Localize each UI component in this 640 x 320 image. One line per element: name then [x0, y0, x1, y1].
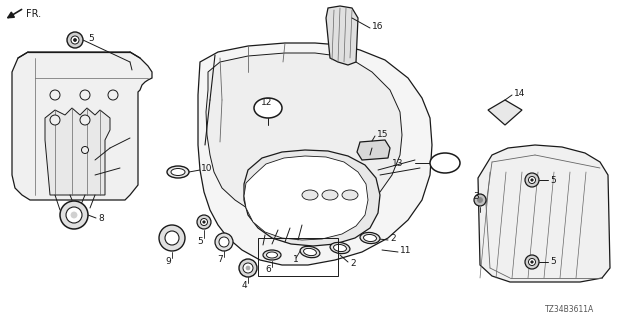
Circle shape [74, 38, 77, 42]
Text: TZ34B3611A: TZ34B3611A [545, 306, 595, 315]
Text: 5: 5 [88, 34, 93, 43]
Circle shape [243, 263, 253, 273]
Text: 13: 13 [392, 158, 403, 167]
Text: 16: 16 [372, 21, 383, 30]
Ellipse shape [322, 190, 338, 200]
Circle shape [71, 212, 77, 218]
Text: 1: 1 [293, 255, 299, 265]
Text: 2: 2 [350, 259, 356, 268]
Text: FR.: FR. [26, 9, 41, 19]
Circle shape [80, 115, 90, 125]
Polygon shape [488, 100, 522, 125]
Circle shape [81, 147, 88, 154]
Text: 2: 2 [390, 234, 396, 243]
Circle shape [66, 207, 82, 223]
Circle shape [203, 221, 205, 223]
Text: 9: 9 [165, 257, 171, 266]
Circle shape [67, 32, 83, 48]
Text: 3: 3 [473, 191, 479, 201]
Ellipse shape [430, 153, 460, 173]
Text: 5: 5 [197, 236, 203, 245]
Circle shape [529, 177, 536, 183]
Ellipse shape [333, 244, 346, 252]
Text: 8: 8 [98, 213, 104, 222]
Ellipse shape [330, 242, 350, 254]
Polygon shape [357, 140, 390, 160]
Circle shape [525, 173, 539, 187]
Circle shape [197, 215, 211, 229]
Circle shape [215, 233, 233, 251]
Ellipse shape [171, 169, 185, 175]
Ellipse shape [167, 166, 189, 178]
Text: 5: 5 [550, 258, 556, 267]
Polygon shape [244, 156, 368, 240]
Text: 6: 6 [265, 266, 271, 275]
Ellipse shape [300, 246, 320, 258]
Circle shape [529, 259, 536, 266]
Text: 11: 11 [400, 245, 412, 254]
Polygon shape [244, 150, 380, 246]
Ellipse shape [266, 252, 278, 258]
Circle shape [50, 90, 60, 100]
Circle shape [525, 255, 539, 269]
Text: 15: 15 [377, 130, 388, 139]
Circle shape [477, 197, 483, 203]
Circle shape [239, 259, 257, 277]
Ellipse shape [263, 250, 281, 260]
Text: 4: 4 [241, 282, 247, 291]
Polygon shape [12, 52, 152, 200]
Polygon shape [206, 53, 402, 220]
Circle shape [50, 115, 60, 125]
Circle shape [71, 36, 79, 44]
Circle shape [159, 225, 185, 251]
Polygon shape [45, 108, 110, 195]
Ellipse shape [302, 190, 318, 200]
Circle shape [531, 179, 533, 181]
Circle shape [108, 90, 118, 100]
Text: 7: 7 [217, 255, 223, 265]
Circle shape [200, 219, 207, 226]
Circle shape [60, 201, 88, 229]
Text: 5: 5 [550, 175, 556, 185]
Circle shape [165, 231, 179, 245]
Polygon shape [326, 6, 358, 65]
Ellipse shape [342, 190, 358, 200]
Text: 14: 14 [514, 89, 525, 98]
Ellipse shape [254, 98, 282, 118]
Polygon shape [198, 43, 432, 265]
Circle shape [246, 266, 250, 270]
Circle shape [80, 90, 90, 100]
Polygon shape [478, 145, 610, 282]
Ellipse shape [364, 235, 376, 242]
Text: 12: 12 [261, 98, 273, 107]
Ellipse shape [360, 232, 380, 244]
Circle shape [531, 261, 533, 263]
Text: 10: 10 [201, 164, 212, 172]
Bar [258, 238, 338, 276]
Circle shape [219, 237, 229, 247]
Ellipse shape [303, 248, 316, 256]
Circle shape [474, 194, 486, 206]
